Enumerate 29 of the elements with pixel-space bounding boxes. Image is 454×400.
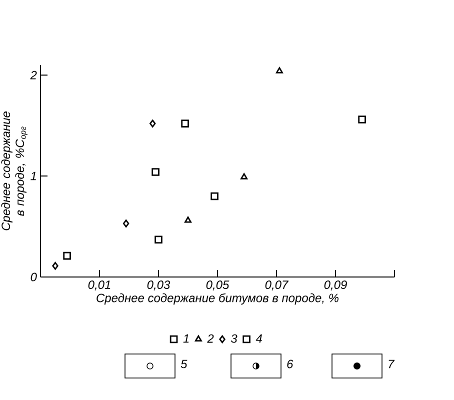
y-tick-label: 1: [30, 172, 36, 180]
legend-label: 4: [256, 334, 262, 343]
x-tick-label: 0,01: [88, 280, 110, 290]
y-tick-label: 2: [30, 70, 37, 80]
legend-label: 1: [183, 334, 189, 343]
point: [276, 67, 283, 74]
y-axis-title: Среднее содержание в породе, %С$_{орг}$: [1, 112, 28, 230]
point: [154, 236, 162, 244]
point: [52, 262, 58, 270]
point: [358, 116, 366, 124]
x-axis-title: Среднее содержание битумов в породе, %: [96, 293, 338, 305]
text: 5: [180, 360, 188, 368]
point: [122, 220, 130, 228]
legend-label: 3: [230, 334, 238, 343]
point: [240, 173, 248, 180]
legend-label: 2: [207, 334, 214, 343]
x-tick-label: 0,05: [206, 280, 230, 290]
x-tick-label: 0,09: [324, 280, 347, 290]
point: [210, 192, 218, 200]
x-tick-label: 0,07: [265, 280, 289, 290]
point: [184, 216, 192, 223]
x-tick-label: 0,03: [147, 280, 170, 290]
point: [63, 252, 71, 260]
point: [181, 120, 189, 128]
text: 7: [388, 360, 395, 368]
text: 6: [287, 360, 294, 368]
point: [150, 120, 156, 128]
point: [152, 168, 160, 176]
y-tick-label: 0: [30, 272, 37, 282]
